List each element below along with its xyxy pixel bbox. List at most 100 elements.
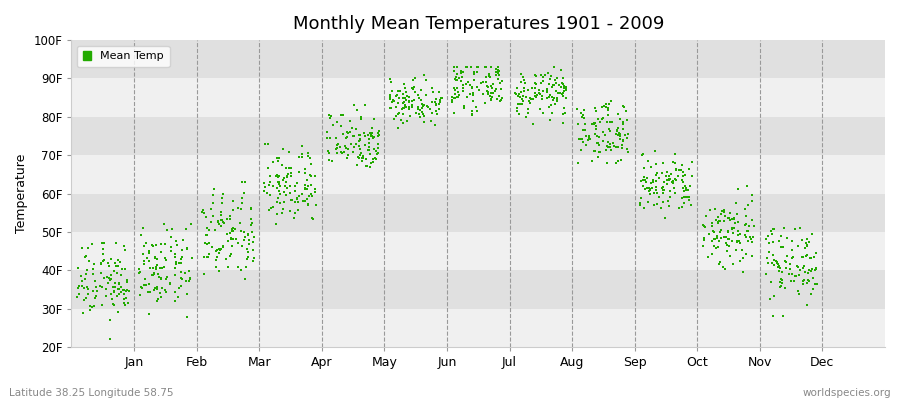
Point [616,126,630,132]
Point [222,230,237,236]
Point [103,336,117,342]
Point [474,80,489,86]
Point [656,184,670,191]
Point [697,237,711,244]
Point [283,190,297,196]
Point [266,159,280,165]
Point [470,69,484,75]
Point [392,95,407,101]
Point [771,261,786,268]
Point [657,178,671,185]
Point [711,218,725,225]
Point [292,168,306,175]
Point [117,243,131,250]
Point [333,144,347,150]
Point [584,120,598,127]
Point [679,193,693,200]
Point [544,73,558,80]
Point [470,84,484,90]
Point [492,68,507,74]
Point [364,130,379,136]
Point [739,221,753,227]
Point [389,113,403,119]
Point [707,243,722,249]
Point [482,73,496,80]
Point [547,77,562,84]
Point [408,75,422,82]
Point [400,89,414,95]
Point [675,172,689,179]
Point [613,131,627,137]
Point [649,161,663,168]
Point [663,188,678,194]
Point [711,219,725,225]
Point [705,220,719,226]
Point [362,140,376,146]
Point [576,112,590,118]
Point [548,88,562,94]
Point [779,259,794,265]
Point [744,236,759,243]
Point [210,247,224,254]
Point [174,260,188,266]
Point [620,146,634,152]
Point [95,240,110,247]
Point [224,228,238,234]
Point [387,116,401,122]
Point [107,260,122,266]
Point [480,83,494,89]
Point [716,263,731,270]
Point [542,94,556,100]
Point [599,142,614,149]
Point [464,91,478,97]
Point [724,216,739,222]
Point [364,132,379,139]
Point [797,276,812,283]
Point [464,64,478,70]
Point [764,228,778,234]
Point [487,88,501,94]
Point [705,223,719,229]
Point [674,167,688,174]
Point [780,253,795,259]
Point [104,272,118,278]
Point [746,234,760,240]
Point [661,198,675,204]
Point [433,96,447,103]
Point [676,168,690,175]
Point [557,105,572,111]
Point [162,280,176,287]
Point [772,265,787,272]
Point [469,104,483,110]
Point [642,158,656,164]
Point [770,258,784,265]
Point [660,169,674,175]
Point [309,201,323,208]
Point [148,284,162,291]
Point [620,117,634,124]
Point [203,219,218,226]
Point [86,261,101,267]
Point [492,92,507,99]
Point [479,64,493,70]
Point [78,252,93,259]
Point [644,180,659,186]
Point [652,194,666,200]
Point [86,287,100,294]
Point [122,288,136,295]
Point [679,187,693,194]
Point [711,238,725,244]
Point [237,229,251,235]
Point [783,266,797,272]
Point [533,106,547,112]
Point [543,76,557,82]
Point [724,238,739,244]
Point [668,150,682,157]
Point [413,114,428,120]
Point [402,104,417,111]
Point [617,132,632,138]
Point [180,246,194,252]
Point [284,197,299,204]
Point [676,185,690,191]
Point [382,76,397,82]
